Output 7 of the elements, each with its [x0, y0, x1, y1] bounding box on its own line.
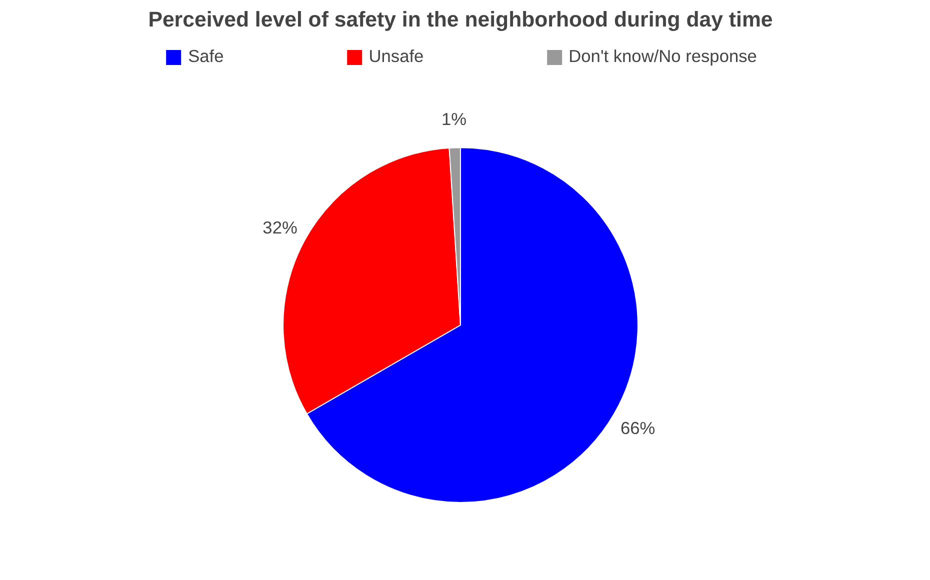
- data-label: 32%: [262, 218, 298, 238]
- chart-title: Perceived level of safety in the neighborhood during day time: [148, 8, 773, 32]
- data-label: 1%: [441, 109, 467, 130]
- data-label: 66%: [620, 418, 656, 438]
- legend-label: Unsafe: [368, 46, 424, 67]
- legend-label: Don't know/No response: [568, 46, 757, 67]
- legend-label: Safe: [188, 46, 224, 67]
